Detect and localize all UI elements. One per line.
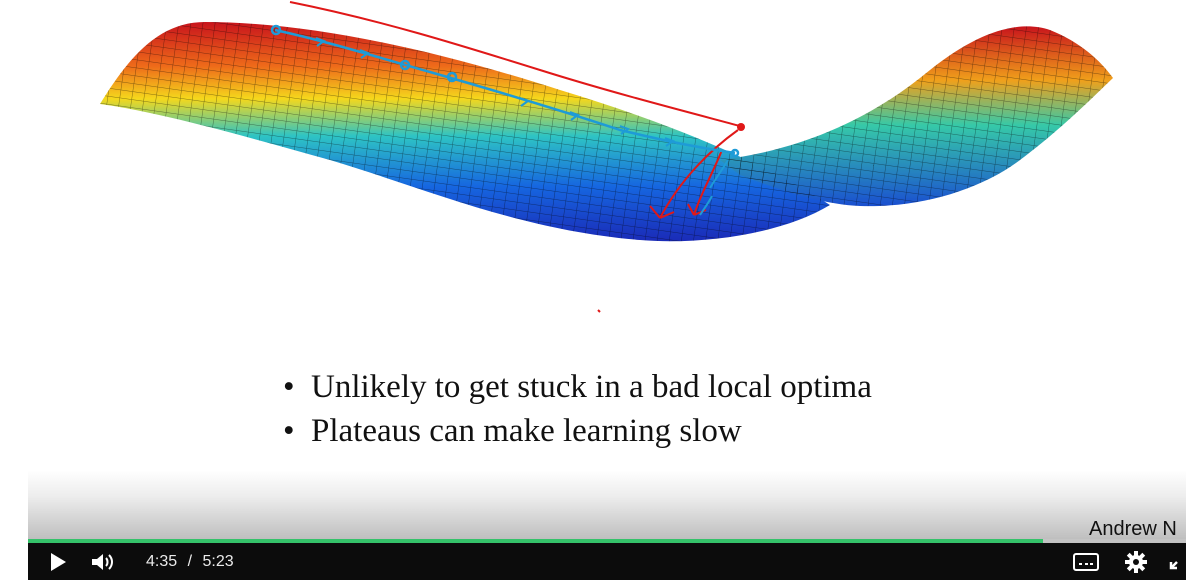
bullet-text: Unlikely to get stuck in a bad local opt… — [311, 369, 872, 405]
fullscreen-button[interactable] — [1168, 543, 1186, 580]
settings-button[interactable] — [1118, 543, 1154, 580]
red-pen-path — [289, 1, 741, 127]
time-separator: / — [187, 553, 193, 570]
play-icon — [51, 552, 66, 571]
red-pen-dot — [737, 123, 745, 131]
play-button[interactable] — [40, 543, 76, 580]
volume-button[interactable] — [86, 543, 122, 580]
bullet-text: Plateaus can make learning slow — [311, 413, 742, 449]
red-pen-arrow — [649, 129, 739, 219]
bullet-item: • Plateaus can make learning slow — [283, 409, 872, 453]
plateau-surface-illustration — [100, 1, 1113, 313]
time-current: 4:35 — [146, 553, 178, 570]
bullet-glyph: • — [283, 413, 295, 449]
time-total: 5:23 — [202, 553, 234, 570]
captions-button[interactable] — [1068, 543, 1104, 580]
exit-fullscreen-icon — [1169, 560, 1178, 569]
bullet-list: • Unlikely to get stuck in a bad local op… — [283, 365, 872, 453]
player-gradient-overlay — [28, 470, 1186, 545]
captions-icon — [1073, 552, 1099, 571]
red-pen-tick — [597, 309, 601, 313]
volume-icon — [92, 553, 113, 570]
time-display: 4:35 / 5:23 — [146, 543, 234, 580]
gear-icon — [1125, 550, 1147, 573]
player-controls: 4:35 / 5:23 — [28, 543, 1186, 580]
progress-played — [28, 539, 1044, 543]
presenter-watermark: Andrew N — [1089, 518, 1177, 540]
bullet-item: • Unlikely to get stuck in a bad local op… — [283, 365, 872, 409]
progress-bar[interactable] — [28, 539, 1186, 543]
bullet-glyph: • — [283, 369, 295, 405]
